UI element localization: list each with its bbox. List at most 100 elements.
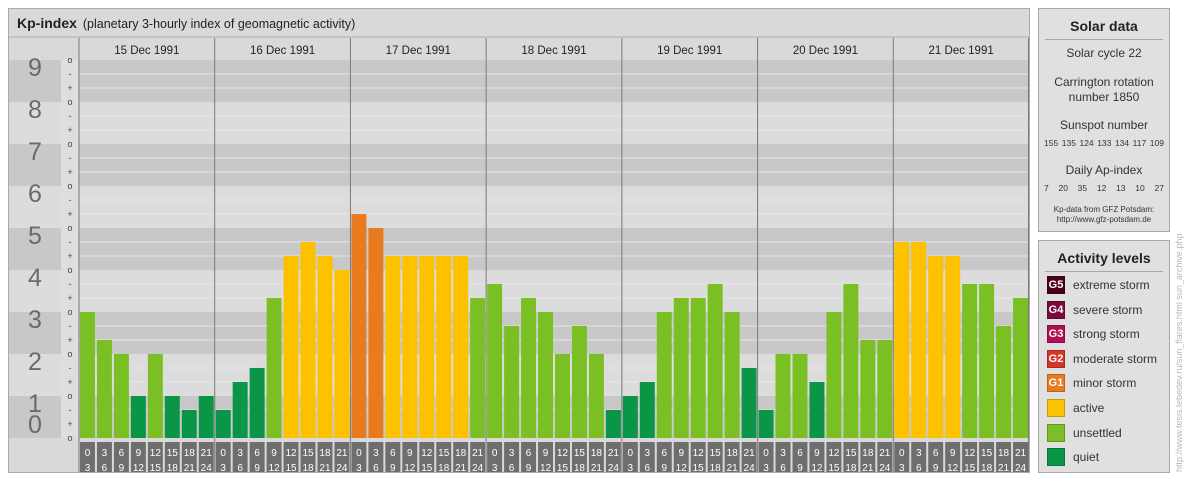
kp-bar <box>877 340 893 438</box>
time-box <box>504 442 520 472</box>
time-box <box>843 442 859 472</box>
time-box <box>707 442 723 472</box>
time-box <box>860 442 876 472</box>
interval-end-label: 24 <box>201 463 213 472</box>
kp-bar <box>453 256 469 438</box>
kp-bar <box>487 283 503 438</box>
minor-tick-label: o <box>67 433 72 443</box>
kp-bar <box>249 367 265 438</box>
legend-swatch: G4 <box>1047 300 1065 319</box>
kp-bar <box>894 241 910 438</box>
time-box <box>385 442 401 472</box>
interval-start-label: 6 <box>797 448 803 459</box>
minor-tick-label: + <box>67 251 72 261</box>
interval-end-label: 9 <box>797 463 803 472</box>
time-box <box>656 442 672 472</box>
kp-chart-panel: Kp-index (planetary 3-hourly index of geo… <box>8 8 1030 473</box>
interval-start-label: 0 <box>220 448 226 459</box>
interval-start-label: 9 <box>407 448 413 459</box>
kp-bar <box>334 270 350 438</box>
interval-start-label: 3 <box>237 448 243 459</box>
interval-start-label: 18 <box>184 448 196 459</box>
interval-end-label: 12 <box>133 463 145 472</box>
interval-end-label: 21 <box>319 463 331 472</box>
kp-bar <box>911 241 927 438</box>
kp-bar <box>639 382 655 438</box>
kp-bar <box>996 325 1012 438</box>
day-label: 17 Dec 1991 <box>386 45 451 57</box>
interval-end-label: 24 <box>744 463 756 472</box>
interval-end-label: 12 <box>676 463 688 472</box>
y-band-label <box>9 186 61 228</box>
interval-end-label: 12 <box>811 463 823 472</box>
kp-bar <box>368 228 384 438</box>
minor-tick-label: + <box>67 335 72 345</box>
minor-tick-label: - <box>69 363 72 373</box>
interval-start-label: 6 <box>661 448 667 459</box>
interval-end-label: 24 <box>1015 463 1027 472</box>
y-band-label <box>9 396 61 438</box>
sunspot-value-0: 155 <box>1044 138 1059 148</box>
minor-tick-label: o <box>67 391 72 401</box>
minor-tick-label: o <box>67 265 72 275</box>
interval-start-label: 9 <box>678 448 684 459</box>
time-box <box>639 442 655 472</box>
interval-end-label: 9 <box>254 463 260 472</box>
day-header-strip <box>79 38 1029 60</box>
kp-bar <box>470 298 486 438</box>
time-box <box>521 442 537 472</box>
y-tick-label: 5 <box>28 222 42 250</box>
interval-end-label: 21 <box>591 463 603 472</box>
kp-bar <box>605 409 621 438</box>
interval-end-label: 24 <box>879 463 891 472</box>
time-box <box>351 442 367 472</box>
chart-title: Kp-index (planetary 3-hourly index of geo… <box>17 15 355 31</box>
interval-end-label: 6 <box>780 463 786 472</box>
kp-bar <box>181 409 197 438</box>
interval-start-label: 0 <box>85 448 91 459</box>
time-box <box>741 442 757 472</box>
kp-bar <box>266 298 282 438</box>
interval-end-label: 3 <box>899 463 905 472</box>
interval-start-label: 18 <box>862 448 874 459</box>
y-band-label <box>9 228 61 270</box>
source-url[interactable]: http://www.gfz-potsdam.de <box>1056 215 1152 224</box>
chart-subtitle: (planetary 3-hourly index of geomagnetic… <box>82 17 356 31</box>
interval-start-label: 3 <box>509 448 515 459</box>
sunspot-value-5: 117 <box>1132 138 1147 148</box>
legend-item-severe-storm: G4 severe storm <box>1047 300 1142 320</box>
kp-bar <box>809 382 825 438</box>
ap-value-4: 13 <box>1116 183 1126 193</box>
legend-swatch <box>1047 423 1065 442</box>
minor-tick-label: + <box>67 125 72 135</box>
day-label: 21 Dec 1991 <box>929 45 994 57</box>
interval-start-label: 3 <box>916 448 922 459</box>
sunspot-title: Sunspot number <box>1059 118 1149 132</box>
legend-swatch: G1 <box>1047 374 1065 393</box>
solar-data-panel: Solar data Solar cycle 22 Carrington rot… <box>1038 8 1170 232</box>
time-box <box>962 442 978 472</box>
legend-label: unsettled <box>1073 425 1122 440</box>
interval-end-label: 24 <box>608 463 620 472</box>
y-tick-label: 8 <box>28 96 42 124</box>
interval-end-label: 6 <box>645 463 651 472</box>
interval-start-label: 18 <box>455 448 467 459</box>
interval-end-label: 3 <box>628 463 634 472</box>
time-box <box>436 442 452 472</box>
legend-item-moderate-storm: G2 moderate storm <box>1047 349 1157 369</box>
legend-item-unsettled: unsettled <box>1047 423 1122 443</box>
interval-start-label: 21 <box>201 448 213 459</box>
minor-tick-label: + <box>67 209 72 219</box>
minor-tick-label: - <box>69 153 72 163</box>
legend-swatch: G5 <box>1047 276 1065 294</box>
interval-start-label: 21 <box>879 448 891 459</box>
interval-start-label: 3 <box>102 448 108 459</box>
kp-bar <box>962 283 978 438</box>
sunspot-value-4: 134 <box>1114 138 1130 148</box>
interval-start-label: 9 <box>950 448 956 459</box>
interval-end-label: 18 <box>845 463 857 472</box>
interval-start-label: 18 <box>998 448 1010 459</box>
interval-start-label: 21 <box>336 448 348 459</box>
minor-tick-label: o <box>67 307 72 317</box>
interval-end-label: 21 <box>727 463 739 472</box>
